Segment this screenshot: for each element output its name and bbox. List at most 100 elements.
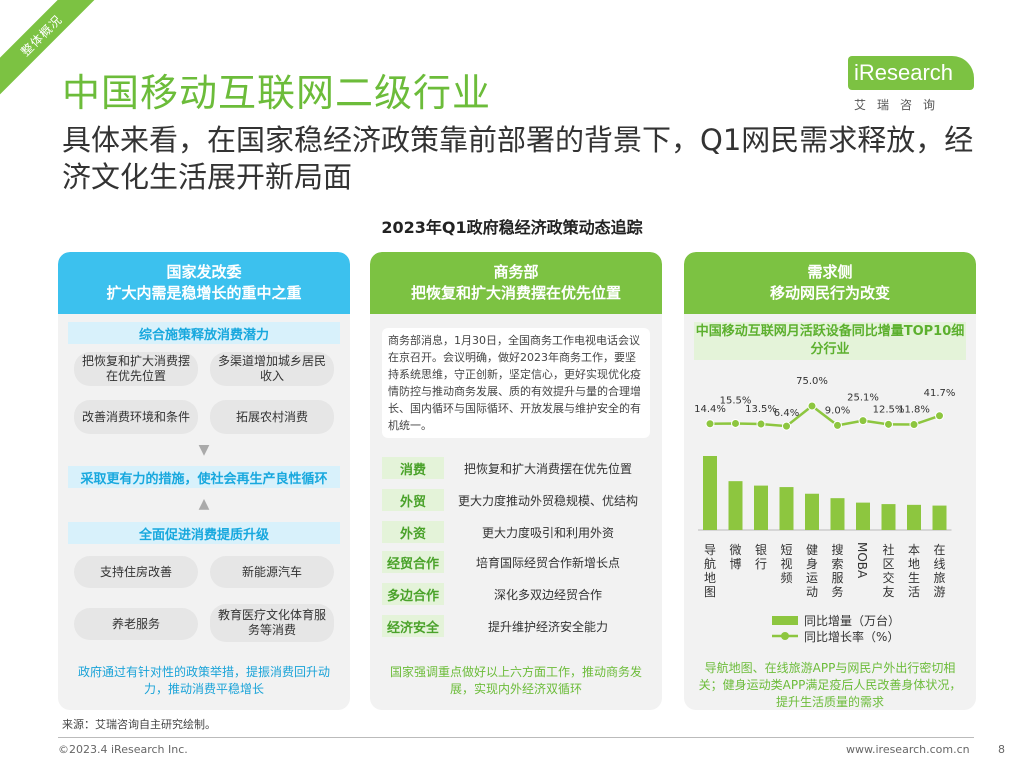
policy-row: 消费 把恢复和扩大消费摆在优先位置 — [382, 456, 652, 480]
panel-ndrc-header: 国家发改委 扩大内需是稳增长的重中之重 — [58, 252, 350, 314]
rate-label: 15.5% — [720, 395, 752, 406]
pill-elderly-care: 养老服务 — [74, 608, 198, 640]
rate-label: 25.1% — [847, 393, 879, 404]
panel-demand-head2: 移动网民行为改变 — [769, 284, 890, 302]
rate-label: 14.4% — [694, 404, 726, 415]
panel-mofcom: 商务部 把恢复和扩大消费摆在优先位置 商务部消息，1月30日，全国商务工作电视电… — [370, 252, 662, 710]
rate-point — [884, 419, 893, 429]
chart-section-title: 中国移动互联网月活跃设备同比增量TOP10细分行业 — [694, 322, 966, 360]
policy-text: 深化多双边经贸合作 — [493, 587, 602, 602]
category-label: 银行 — [755, 543, 767, 571]
policy-tag: 经贸合作 — [382, 551, 444, 573]
category-label: 健身运动 — [806, 543, 818, 599]
section-reproduction: 采取更有力的措施，使社会再生产良性循环 — [68, 466, 340, 488]
section-consumption-potential: 综合施策释放消费潜力 — [68, 322, 340, 344]
pill-rural-consumption: 拓展农村消费 — [210, 400, 334, 434]
category-label: 微博 — [729, 543, 741, 571]
rate-point — [782, 421, 791, 431]
category-label: MOBA — [855, 542, 869, 579]
rate-label: 9.0% — [825, 405, 850, 416]
ribbon-label: 整体概况 — [18, 12, 65, 59]
category-label: 社区交友 — [882, 542, 894, 599]
rate-label: 41.7% — [924, 388, 956, 399]
footer-divider — [58, 737, 974, 738]
panel-ndrc-head1: 国家发改委 — [166, 263, 242, 281]
logo-cn: 艾瑞咨询 — [854, 98, 947, 112]
pill-raise-income: 多渠道增加城乡居民收入 — [210, 352, 334, 386]
bar — [703, 456, 717, 530]
pill-housing: 支持住房改善 — [74, 556, 198, 588]
bar — [856, 502, 870, 530]
iresearch-logo: iResearch 艾瑞咨询 — [848, 56, 976, 116]
pill-services: 教育医疗文化体育服务等消费 — [210, 604, 334, 642]
bar — [779, 487, 794, 530]
policy-text: 更大力度吸引和利用外资 — [481, 525, 614, 540]
panel-demand-head1: 需求侧 — [807, 263, 853, 281]
policy-row: 外贸 更大力度推动外贸稳规模、优结构 — [382, 488, 652, 512]
policy-tag: 外贸 — [382, 489, 444, 511]
pill-improve-environment: 改善消费环境和条件 — [74, 400, 198, 434]
legend-line-label: 同比增长率（%） — [804, 629, 899, 644]
policy-text: 更大力度推动外贸稳规模、优结构 — [457, 493, 638, 508]
rate-point — [756, 419, 766, 429]
rate-label: 11.8% — [898, 405, 930, 416]
site-url: www.iresearch.com.cn — [846, 743, 970, 756]
copyright: ©2023.4 iResearch Inc. — [58, 743, 188, 756]
chart-title: 2023年Q1政府稳经济政策动态追踪 — [381, 218, 643, 237]
rate-point — [705, 419, 715, 429]
policy-text: 培育国际经贸合作新增长点 — [475, 555, 620, 570]
panel-mofcom-footnote: 国家强调重点做好以上六方面工作，推动商务发展，实现内外经济双循环 — [389, 665, 642, 696]
logo-bar — [848, 56, 974, 90]
logo-word: iResearch — [854, 60, 954, 85]
page-number: 8 — [998, 743, 1005, 756]
policy-tag: 经济安全 — [382, 615, 444, 637]
category-label: 短视频 — [780, 543, 792, 585]
rate-label: 75.0% — [796, 376, 828, 387]
policy-text: 提升维护经济安全能力 — [487, 619, 608, 634]
source-note: 来源：艾瑞咨询自主研究绘制。 — [62, 718, 216, 731]
panel-mofcom-header: 商务部 把恢复和扩大消费摆在优先位置 — [370, 252, 662, 314]
category-label: 本地生活 — [908, 543, 920, 599]
bar — [932, 505, 947, 530]
bar — [805, 493, 819, 530]
panel-mofcom-head2: 把恢复和扩大消费摆在优先位置 — [410, 284, 621, 302]
policy-row: 多边合作 深化多双边经贸合作 — [382, 582, 652, 606]
bar — [728, 481, 743, 530]
category-label: 导航地图 — [704, 543, 716, 599]
policy-tag: 多边合作 — [382, 583, 444, 605]
rate-point — [833, 420, 842, 430]
page-title: 中国移动互联网二级行业 — [62, 71, 492, 115]
bar — [754, 485, 768, 530]
rate-label: 13.5% — [745, 404, 777, 415]
panel-ndrc-footnote: 政府通过有针对性的政策举措，提振消费回升动力，推动消费平稳增长 — [77, 665, 330, 696]
bar — [881, 504, 896, 530]
pill-restore-consumption: 把恢复和扩大消费摆在优先位置 — [74, 352, 198, 386]
panel-ndrc-head2: 扩大内需是稳增长的重中之重 — [106, 284, 302, 302]
policy-row: 外资 更大力度吸引和利用外资 — [382, 520, 652, 544]
mofcom-news-note: 商务部消息，1月30日，全国商务工作电视电话会议在京召开。会议明确，做好2023… — [382, 328, 650, 438]
legend-bar-swatch — [772, 616, 798, 625]
rate-point — [909, 420, 919, 430]
policy-row: 经贸合作 培育国际经贸合作新增长点 — [382, 550, 652, 574]
rate-label: 6.4% — [774, 408, 799, 419]
rate-label: 12.5% — [873, 404, 905, 415]
panel-demand-header: 需求侧 移动网民行为改变 — [684, 252, 976, 314]
rate-line — [709, 404, 940, 428]
panel-mofcom-head1: 商务部 — [493, 263, 539, 281]
panel-ndrc: 国家发改委 扩大内需是稳增长的重中之重 综合施策释放消费潜力 把恢复和扩大消费摆… — [58, 252, 350, 710]
policy-row: 经济安全 提升维护经济安全能力 — [382, 614, 652, 638]
pill-new-energy: 新能源汽车 — [210, 556, 334, 588]
legend-line-marker — [781, 632, 789, 640]
policy-text: 把恢复和扩大消费摆在优先位置 — [463, 461, 632, 476]
page-subtitle: 具体来看，在国家稳经济政策靠前部署的背景下，Q1网民需求释放，经济文化生活展开新… — [62, 123, 974, 194]
bar — [830, 498, 845, 530]
rate-point — [807, 401, 817, 411]
rate-point — [935, 411, 944, 421]
top10-chart: 14.4%15.5%13.5%6.4% 75.0% 9.0%25.1%12.5%11… — [694, 376, 956, 644]
category-label: 在线旅游 — [933, 543, 945, 599]
section-upgrade: 全面促进消费提质升级 — [68, 522, 340, 544]
arrow-up-icon: ▲ — [198, 496, 210, 512]
rate-point — [858, 416, 868, 426]
bar — [907, 504, 921, 530]
policy-tag: 外资 — [382, 521, 444, 543]
